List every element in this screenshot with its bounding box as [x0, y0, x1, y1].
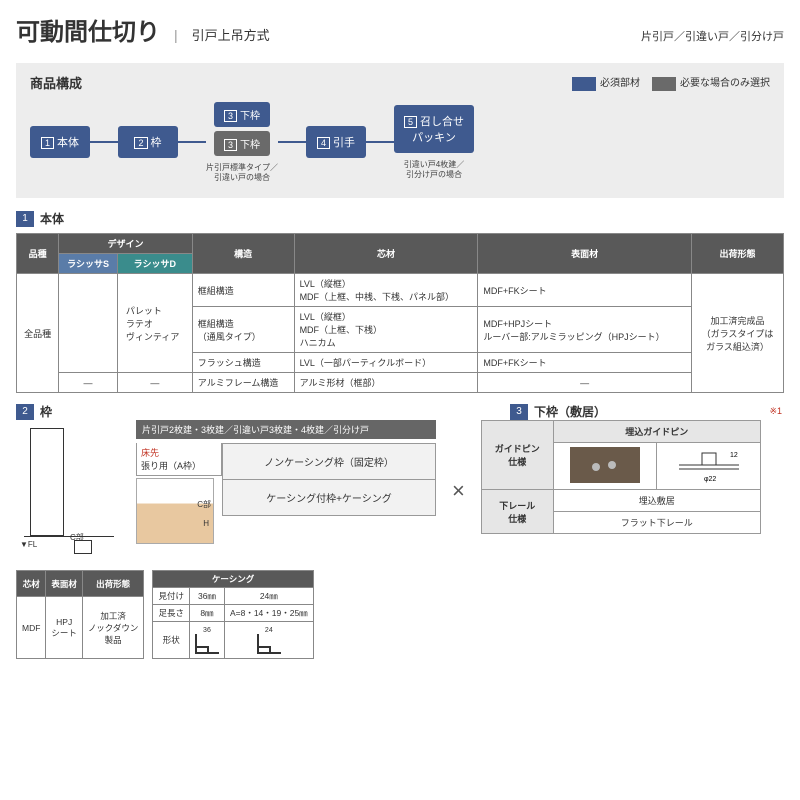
casing-table: ケーシング 見付け36㎜24㎜ 足長さ8㎜A=8・14・19・25㎜ 形状 36… — [152, 570, 313, 659]
page-subtitle: 引戸上吊方式 — [192, 25, 270, 44]
legend: 必須部材 必要な場合のみ選択 — [572, 74, 770, 90]
title-divider: | — [174, 27, 178, 43]
legend-optional-label: 必要な場合のみ選択 — [680, 78, 770, 89]
flow-diagram: 1本体 2枠 3下枠 3下枠 片引戸標準タイプ／ 引違い戸の場合 4引手 5召し… — [30, 102, 770, 182]
frame-type-tab: 片引戸2枚建・3枚建／引違い戸3枚建・4枚建／引分け戸 — [136, 420, 436, 439]
sill-spec-table: ガイドピン 仕様埋込ガイドピン φ2212 下レール 仕様埋込敷居 フラット下レ… — [481, 420, 761, 534]
page-header: 可動間仕切り | 引戸上吊方式 片引戸／引違い戸／引分け戸 — [0, 0, 800, 55]
legend-optional-swatch — [652, 77, 676, 91]
frame-section-diagram: C部 H — [136, 478, 214, 544]
door-types: 片引戸／引違い戸／引分け戸 — [641, 28, 784, 44]
frame-option-casing: ケーシング付枠+ケーシング — [222, 480, 436, 516]
section-2-label: 2 枠 — [16, 403, 52, 420]
composition-title: 商品構成 — [30, 73, 82, 92]
composition-panel: 商品構成 必須部材 必要な場合のみ選択 1本体 2枠 3下枠 3下枠 片引戸標準… — [16, 63, 784, 198]
flow-node-packing: 5召し合せ パッキン — [394, 105, 474, 153]
svg-text:φ22: φ22 — [704, 476, 716, 483]
page-title: 可動間仕切り — [16, 12, 160, 47]
door-elevation-diagram: ▼FL C部 — [24, 428, 124, 558]
section-3-label: 3 下枠（敷居） — [510, 403, 606, 420]
frame-material-table: 芯材表面材出荷形態 MDFHPJ シート加工済 ノックダウン 製品 — [16, 570, 144, 659]
packing-caption: 引違い戸4枚建／ 引分け戸の場合 — [404, 160, 464, 179]
flow-node-sill-b: 3下枠 — [214, 131, 270, 156]
frame-left-label: 床先張り用（A枠） — [136, 443, 222, 476]
frame-option-noncasing: ノンケーシング枠（固定枠） — [222, 443, 436, 480]
multiply-icon: × — [452, 478, 465, 504]
flow-node-sill-a: 3下枠 — [214, 102, 270, 127]
flow-node-handle: 4引手 — [306, 126, 366, 158]
body-spec-table: 品種 デザイン 構造 芯材 表面材 出荷形態 ラシッサSラシッサD 全品種 パレ… — [16, 233, 784, 393]
guide-pin-diagram: φ22 12 — [674, 447, 744, 483]
note-ref: ※1 — [769, 406, 782, 417]
svg-text:12: 12 — [730, 452, 738, 459]
profile-icon — [195, 634, 219, 654]
flow-node-frame: 2枠 — [118, 126, 178, 158]
profile-icon — [257, 634, 281, 654]
sill-caption: 片引戸標準タイプ／ 引違い戸の場合 — [206, 163, 278, 182]
legend-required-label: 必須部材 — [600, 78, 640, 89]
guide-pin-photo — [570, 447, 640, 483]
legend-required-swatch — [572, 77, 596, 91]
flow-node-sill-group: 3下枠 3下枠 片引戸標準タイプ／ 引違い戸の場合 — [206, 102, 278, 182]
flow-node-body: 1本体 — [30, 126, 90, 158]
section-1-label: 1 本体 — [16, 210, 784, 227]
